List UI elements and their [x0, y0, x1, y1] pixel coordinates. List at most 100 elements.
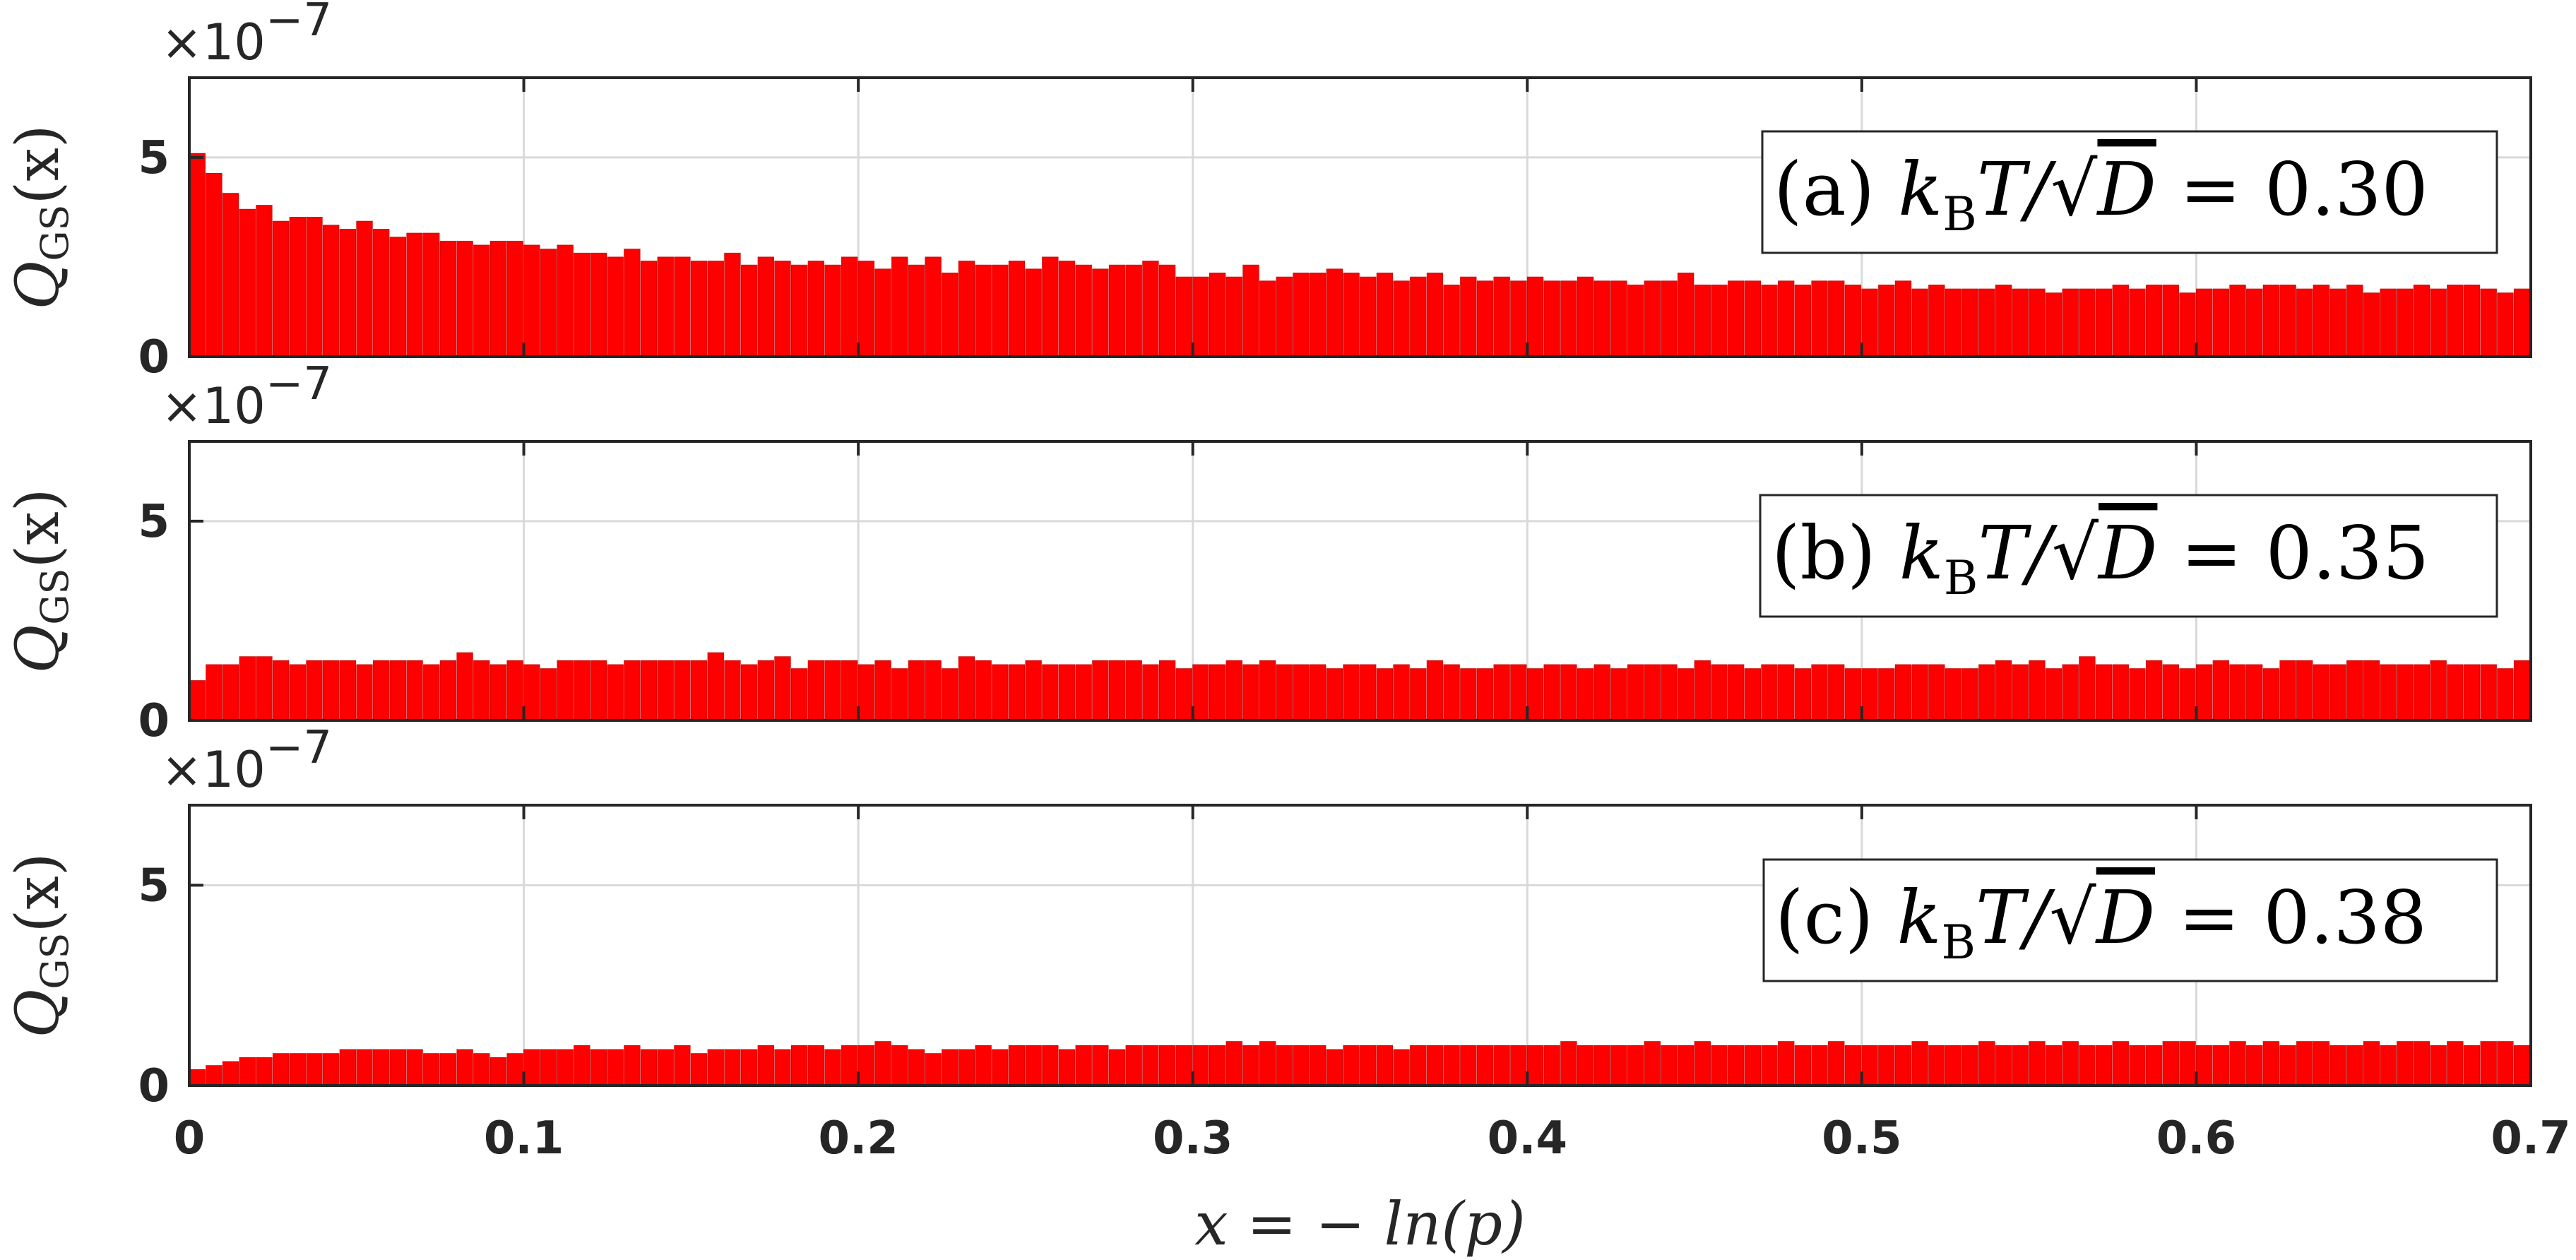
bar — [1677, 668, 1694, 721]
bar — [2145, 285, 2163, 357]
bar — [1577, 668, 1594, 721]
axes-box — [188, 440, 2532, 722]
bar — [1961, 288, 1978, 357]
bar — [724, 1049, 741, 1086]
bar — [1794, 285, 1812, 357]
bar — [1192, 1045, 1209, 1086]
bar — [1225, 276, 1242, 357]
bar — [2513, 1045, 2531, 1086]
bar — [1878, 668, 1895, 721]
bar — [674, 660, 691, 721]
bar — [757, 660, 774, 721]
bar — [574, 660, 590, 721]
bar — [624, 660, 641, 721]
bar — [908, 1049, 925, 1086]
bar — [857, 664, 875, 721]
x-tick-label: 0.7 — [2491, 1112, 2570, 1165]
bar — [1058, 1049, 1076, 1086]
bar — [339, 1049, 356, 1086]
bar — [540, 249, 557, 357]
bar — [272, 660, 290, 721]
annotation-box — [1761, 130, 2498, 254]
bar — [624, 249, 641, 357]
bar — [574, 252, 590, 357]
bar — [1744, 668, 1761, 721]
bar — [942, 668, 958, 721]
bar — [807, 660, 824, 721]
x-tick-label: 0 — [174, 1112, 206, 1165]
bar — [1844, 285, 1862, 357]
bar — [272, 1053, 290, 1086]
bar — [2229, 1041, 2246, 1086]
bar — [2212, 288, 2229, 357]
bar — [908, 660, 925, 721]
bar — [1995, 1045, 2012, 1086]
bar — [1393, 280, 1410, 357]
bar — [1008, 1045, 1026, 1086]
bar — [189, 680, 206, 721]
bar — [640, 660, 658, 721]
y-tick-label: 5 — [138, 860, 170, 912]
bar — [2313, 285, 2330, 357]
y-tick-label: 0 — [138, 1060, 170, 1112]
bar — [1728, 280, 1745, 357]
bar — [690, 1053, 708, 1086]
bar — [1410, 668, 1427, 721]
bar — [1627, 285, 1644, 357]
bar — [2129, 668, 2146, 721]
bar — [958, 1049, 975, 1086]
bar — [356, 1049, 373, 1086]
bar — [2246, 664, 2263, 721]
bar — [2480, 1041, 2497, 1086]
bar — [2262, 285, 2280, 357]
bar — [2129, 288, 2146, 357]
bar — [489, 1057, 507, 1086]
bar — [439, 240, 457, 357]
bar — [1025, 268, 1042, 357]
bar — [2497, 668, 2514, 721]
bar — [992, 664, 1009, 721]
bar — [373, 229, 390, 357]
bar — [1677, 1045, 1694, 1086]
bar — [824, 1049, 841, 1086]
bar — [222, 1061, 239, 1086]
bar — [389, 237, 407, 357]
bar — [774, 261, 791, 357]
bar — [1326, 668, 1343, 721]
annotation-text: (c) kBT/√D = 0.38 — [1775, 874, 2427, 970]
bar — [2363, 660, 2380, 721]
bar — [1276, 1045, 1293, 1086]
bar — [1008, 261, 1026, 357]
bar — [1476, 1045, 1494, 1086]
bar — [306, 217, 323, 357]
bar — [791, 264, 808, 357]
bar — [958, 656, 975, 721]
bar — [423, 664, 440, 721]
bar — [1343, 664, 1360, 721]
bar — [1844, 1045, 1862, 1086]
x-axis-label: x = − ln(p) — [1194, 1189, 1526, 1259]
bar — [506, 1053, 523, 1086]
bar — [925, 1053, 942, 1086]
bar — [2447, 1041, 2464, 1086]
x-tick-label: 0.5 — [1822, 1112, 1901, 1165]
bar — [1108, 1049, 1126, 1086]
bar — [2279, 660, 2296, 721]
bar — [1995, 660, 2012, 721]
bar — [2279, 285, 2296, 357]
bar — [2246, 288, 2263, 357]
bar — [1042, 664, 1059, 721]
bar — [1225, 660, 1242, 721]
bar — [2447, 664, 2464, 721]
bar — [925, 256, 942, 357]
bar — [356, 664, 373, 721]
bar — [1861, 668, 1878, 721]
bar — [2196, 288, 2213, 357]
bar — [2480, 664, 2497, 721]
bar — [874, 660, 891, 721]
bar — [1426, 1045, 1444, 1086]
bar — [1577, 1045, 1594, 1086]
bar — [1761, 664, 1778, 721]
bar — [1092, 660, 1109, 721]
bar — [239, 208, 256, 357]
